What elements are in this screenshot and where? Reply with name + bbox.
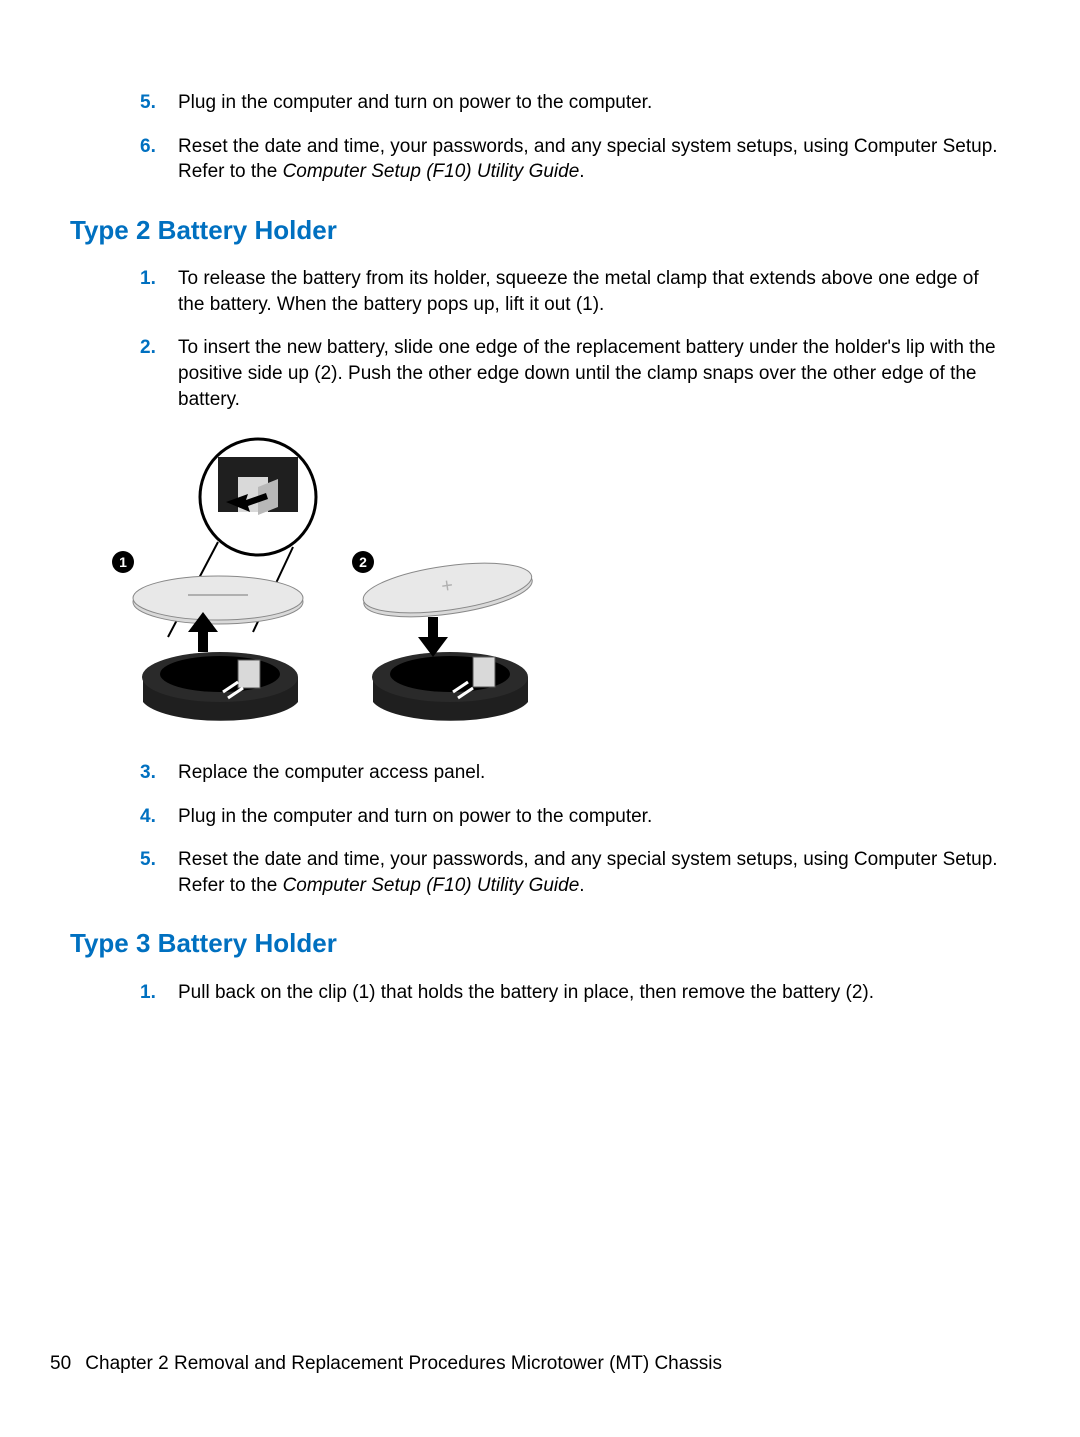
list-text: Plug in the computer and turn on power t… — [178, 92, 652, 113]
heading-type2: Type 2 Battery Holder — [70, 213, 1010, 248]
list-text: Plug in the computer and turn on power t… — [178, 806, 652, 827]
list-number: 4. — [140, 804, 156, 830]
list-item: 2. To insert the new battery, slide one … — [140, 335, 1010, 412]
list-item: 4. Plug in the computer and turn on powe… — [140, 804, 1010, 830]
page-number: 50 — [50, 1351, 80, 1377]
detail-callout — [200, 439, 316, 555]
list-text: Pull back on the clip (1) that holds the… — [178, 982, 874, 1003]
svg-text:2: 2 — [359, 554, 367, 570]
list-number: 5. — [140, 90, 156, 116]
list-text: To insert the new battery, slide one edg… — [178, 337, 996, 409]
type2-list-b: 3. Replace the computer access panel. 4.… — [140, 760, 1010, 899]
page: 5. Plug in the computer and turn on powe… — [0, 0, 1080, 1437]
list-item: 5. Plug in the computer and turn on powe… — [140, 90, 1010, 116]
list-number: 5. — [140, 847, 156, 873]
type2-list-a: 1. To release the battery from its holde… — [140, 266, 1010, 412]
list-item: 1. Pull back on the clip (1) that holds … — [140, 980, 1010, 1006]
list-number: 2. — [140, 335, 156, 361]
heading-type3: Type 3 Battery Holder — [70, 926, 1010, 961]
list-item: 6. Reset the date and time, your passwor… — [140, 134, 1010, 185]
page-footer: 50 Chapter 2 Removal and Replacement Pro… — [50, 1351, 722, 1377]
battery-diagram-svg: 1 2 — [108, 432, 538, 732]
doc-reference: Computer Setup (F10) Utility Guide — [283, 875, 580, 896]
list-number: 1. — [140, 266, 156, 292]
type3-list: 1. Pull back on the clip (1) that holds … — [140, 980, 1010, 1006]
doc-reference: Computer Setup (F10) Utility Guide — [283, 161, 580, 182]
svg-text:1: 1 — [119, 554, 127, 570]
list-text: To release the battery from its holder, … — [178, 268, 979, 315]
holder-1 — [133, 576, 303, 721]
list-number: 3. — [140, 760, 156, 786]
list-item: 1. To release the battery from its holde… — [140, 266, 1010, 317]
list-number: 1. — [140, 980, 156, 1006]
chapter-title: Chapter 2 Removal and Replacement Proced… — [85, 1353, 722, 1374]
list-text: Reset the date and time, your passwords,… — [178, 849, 998, 896]
list-number: 6. — [140, 134, 156, 160]
list-item: 3. Replace the computer access panel. — [140, 760, 1010, 786]
list-item: 5. Reset the date and time, your passwor… — [140, 847, 1010, 898]
top-list: 5. Plug in the computer and turn on powe… — [140, 90, 1010, 185]
list-text: Replace the computer access panel. — [178, 762, 485, 783]
battery-figure: 1 2 — [108, 432, 1010, 740]
list-text: Reset the date and time, your passwords,… — [178, 136, 998, 183]
holder-2: + — [360, 555, 535, 721]
